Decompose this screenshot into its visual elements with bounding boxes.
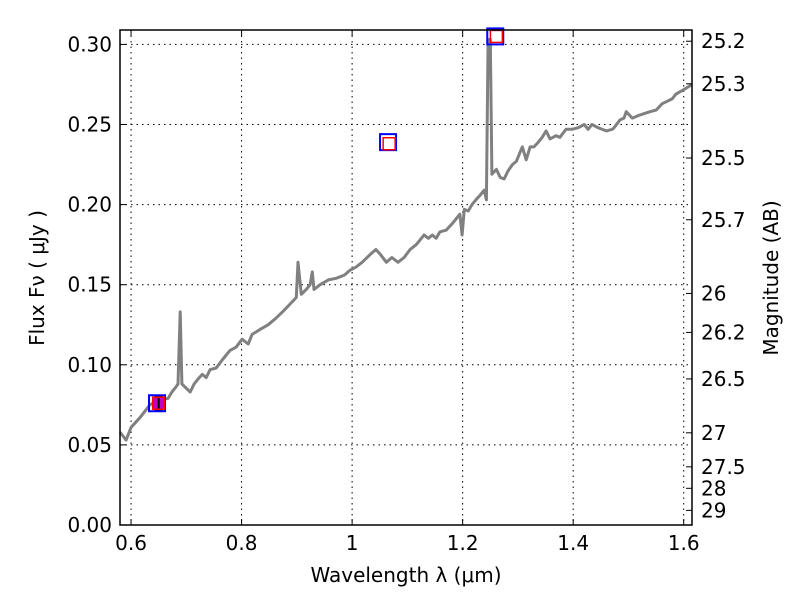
y-tick-label: 0.30 — [67, 32, 112, 56]
magnitude-tick-label: 29 — [701, 498, 726, 522]
plot-frame — [119, 29, 693, 526]
y-axis: 0.00 0.05 0.10 0.15 0.20 0.25 0.30 — [67, 32, 126, 537]
magnitude-tick-label: 25.5 — [701, 146, 746, 170]
x-tick-label: 1.4 — [557, 531, 589, 555]
plot-area — [118, 27, 693, 442]
y-tick-label: 0.10 — [67, 353, 112, 377]
x-tick-label: 1.2 — [447, 531, 479, 555]
magnitude-tick-label: 26 — [701, 281, 726, 305]
observed-photometry-marker — [486, 27, 505, 46]
y-tick-label: 0.25 — [67, 113, 112, 137]
x-axis-label: Wavelength λ (μm) — [310, 563, 501, 587]
y-tick-label: 0.05 — [67, 433, 112, 457]
right-axis-label: Magnitude (AB) — [759, 200, 783, 355]
x-axis: 0.6 0.8 1 1.2 1.4 1.6 — [115, 30, 700, 555]
magnitude-tick-label: 25.2 — [701, 29, 746, 53]
y-axis-label: Flux Fν ( μJy ) — [25, 210, 49, 346]
x-tick-label: 0.8 — [226, 531, 258, 555]
model-photometry-marker — [151, 396, 166, 411]
magnitude-tick-label: 25.7 — [701, 208, 746, 232]
magnitude-tick-label: 28 — [701, 476, 726, 500]
x-tick-label: 1 — [346, 531, 359, 555]
magnitude-tick-label: 25.3 — [701, 72, 746, 96]
model-photometry-marker — [489, 29, 504, 44]
grid — [120, 30, 692, 526]
x-tick-label: 0.6 — [115, 531, 147, 555]
spectrum-line — [118, 38, 693, 442]
x-tick-label: 1.6 — [668, 531, 700, 555]
y-tick-label: 0.20 — [67, 193, 112, 217]
magnitude-tick-label: 26.5 — [701, 367, 746, 391]
magnitude-tick-label: 26.2 — [701, 320, 746, 344]
model-photometry-marker — [382, 136, 396, 151]
y-tick-label: 0.00 — [67, 513, 112, 537]
magnitude-tick-label: 27.5 — [701, 455, 746, 479]
y-tick-label: 0.15 — [67, 273, 112, 297]
magnitude-tick-label: 27 — [701, 421, 726, 445]
